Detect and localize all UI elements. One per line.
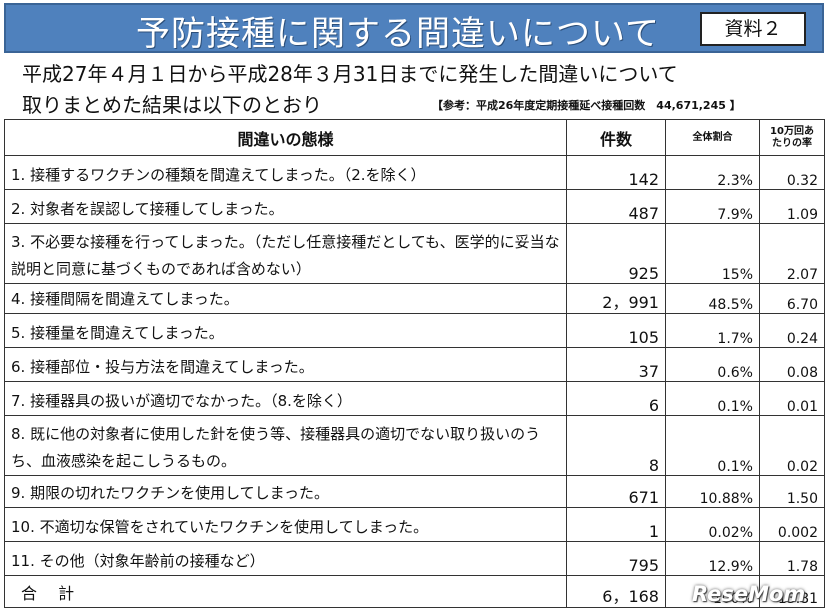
row-rate: 0.002 xyxy=(759,507,825,542)
subtitle-line2: 取りまとめた結果は以下のとおり xyxy=(22,93,322,117)
table-row: 9. 期限の切れたワクチンを使用してしまった。 671 10.88% 1.50 xyxy=(4,475,825,508)
total-label: 合 計 xyxy=(4,575,567,608)
row-count: 795 xyxy=(566,541,666,576)
row-rate: 6.70 xyxy=(759,283,825,314)
table-row: 7. 接種器具の扱いが適切でなかった。（8.を除く） 6 0.1% 0.01 xyxy=(4,381,825,416)
header-mode: 間違いの態様 xyxy=(4,119,567,156)
row-ratio: 2.3% xyxy=(665,155,760,190)
row-count: 925 xyxy=(566,223,666,284)
row-rate: 0.24 xyxy=(759,313,825,348)
total-count: 6，168 xyxy=(566,575,666,608)
title-bar: 予防接種に関する間違いについて xyxy=(4,3,824,54)
row-rate: 0.08 xyxy=(759,347,825,382)
row-rate: 0.32 xyxy=(759,155,825,190)
table-row: 1. 接種するワクチンの種類を間違えてしまった。（2.を除く） 142 2.3%… xyxy=(4,155,825,190)
row-description: 11. その他（対象年齢前の接種など） xyxy=(4,541,567,576)
row-ratio: 7.9% xyxy=(665,189,760,224)
row-count: 671 xyxy=(566,475,666,508)
row-description: 6. 接種部位・投与方法を間違えてしまった。 xyxy=(4,347,567,382)
row-description: 3. 不必要な接種を行ってしまった。（ただし任意接種だとしても、医学的に妥当な説… xyxy=(4,223,567,284)
table-row: 8. 既に他の対象者に使用した針を使う等、接種器具の適切でない取り扱いのうち、血… xyxy=(4,415,825,476)
header-rate: 10万回あたりの率 xyxy=(759,119,825,156)
row-rate: 2.07 xyxy=(759,223,825,284)
row-description: 7. 接種器具の扱いが適切でなかった。（8.を除く） xyxy=(4,381,567,416)
row-description: 10. 不適切な保管をされていたワクチンを使用してしまった。 xyxy=(4,507,567,542)
table-row: 6. 接種部位・投与方法を間違えてしまった。 37 0.6% 0.08 xyxy=(4,347,825,382)
row-ratio: 0.1% xyxy=(665,415,760,476)
row-rate: 0.02 xyxy=(759,415,825,476)
row-count: 142 xyxy=(566,155,666,190)
table-row: 4. 接種間隔を間違えてしまった。 2，991 48.5% 6.70 xyxy=(4,283,825,314)
row-count: 6 xyxy=(566,381,666,416)
total-ratio: 100% xyxy=(665,575,760,608)
header-ratio: 全体割合 xyxy=(665,119,760,156)
row-count: 487 xyxy=(566,189,666,224)
row-ratio: 15% xyxy=(665,223,760,284)
document-badge: 資料２ xyxy=(700,12,806,46)
row-rate: 1.50 xyxy=(759,475,825,508)
row-ratio: 12.9% xyxy=(665,541,760,576)
row-ratio: 0.1% xyxy=(665,381,760,416)
reference-note: 【参考：平成26年度定期接種延べ接種回数 44,671,245 】 xyxy=(432,99,741,112)
page-title: 予防接種に関する間違いについて xyxy=(136,14,660,54)
row-rate: 1.09 xyxy=(759,189,825,224)
watermark-logo: ReseMom xyxy=(692,582,806,606)
row-rate: 0.01 xyxy=(759,381,825,416)
header-count: 件数 xyxy=(566,119,666,156)
row-count: 37 xyxy=(566,347,666,382)
table-header-row: 間違いの態様 件数 全体割合 10万回あたりの率 xyxy=(4,119,825,156)
row-rate: 1.78 xyxy=(759,541,825,576)
row-ratio: 0.02% xyxy=(665,507,760,542)
row-description: 5. 接種量を間違えてしまった。 xyxy=(4,313,567,348)
row-count: 8 xyxy=(566,415,666,476)
mistakes-table: 間違いの態様 件数 全体割合 10万回あたりの率 1. 接種するワクチンの種類を… xyxy=(4,119,825,608)
row-description: 8. 既に他の対象者に使用した針を使う等、接種器具の適切でない取り扱いのうち、血… xyxy=(4,415,567,476)
table-row: 5. 接種量を間違えてしまった。 105 1.7% 0.24 xyxy=(4,313,825,348)
row-ratio: 1.7% xyxy=(665,313,760,348)
table-total-row: 合 計 6，168 100% 13.81 xyxy=(4,575,825,608)
total-rate: 13.81 xyxy=(759,575,825,608)
row-description: 4. 接種間隔を間違えてしまった。 xyxy=(4,283,567,314)
table-row: 10. 不適切な保管をされていたワクチンを使用してしまった。 1 0.02% 0… xyxy=(4,507,825,542)
row-count: 105 xyxy=(566,313,666,348)
table-row: 11. その他（対象年齢前の接種など） 795 12.9% 1.78 xyxy=(4,541,825,576)
table-row: 2. 対象者を誤認して接種してしまった。 487 7.9% 1.09 xyxy=(4,189,825,224)
row-ratio: 10.88% xyxy=(665,475,760,508)
subtitle-line1: 平成27年４月１日から平成28年３月31日までに発生した間違いについて xyxy=(22,62,678,86)
row-ratio: 48.5% xyxy=(665,283,760,314)
row-ratio: 0.6% xyxy=(665,347,760,382)
row-description: 9. 期限の切れたワクチンを使用してしまった。 xyxy=(4,475,567,508)
row-description: 1. 接種するワクチンの種類を間違えてしまった。（2.を除く） xyxy=(4,155,567,190)
row-description: 2. 対象者を誤認して接種してしまった。 xyxy=(4,189,567,224)
row-count: 1 xyxy=(566,507,666,542)
table-row: 3. 不必要な接種を行ってしまった。（ただし任意接種だとしても、医学的に妥当な説… xyxy=(4,223,825,284)
row-count: 2，991 xyxy=(566,283,666,314)
